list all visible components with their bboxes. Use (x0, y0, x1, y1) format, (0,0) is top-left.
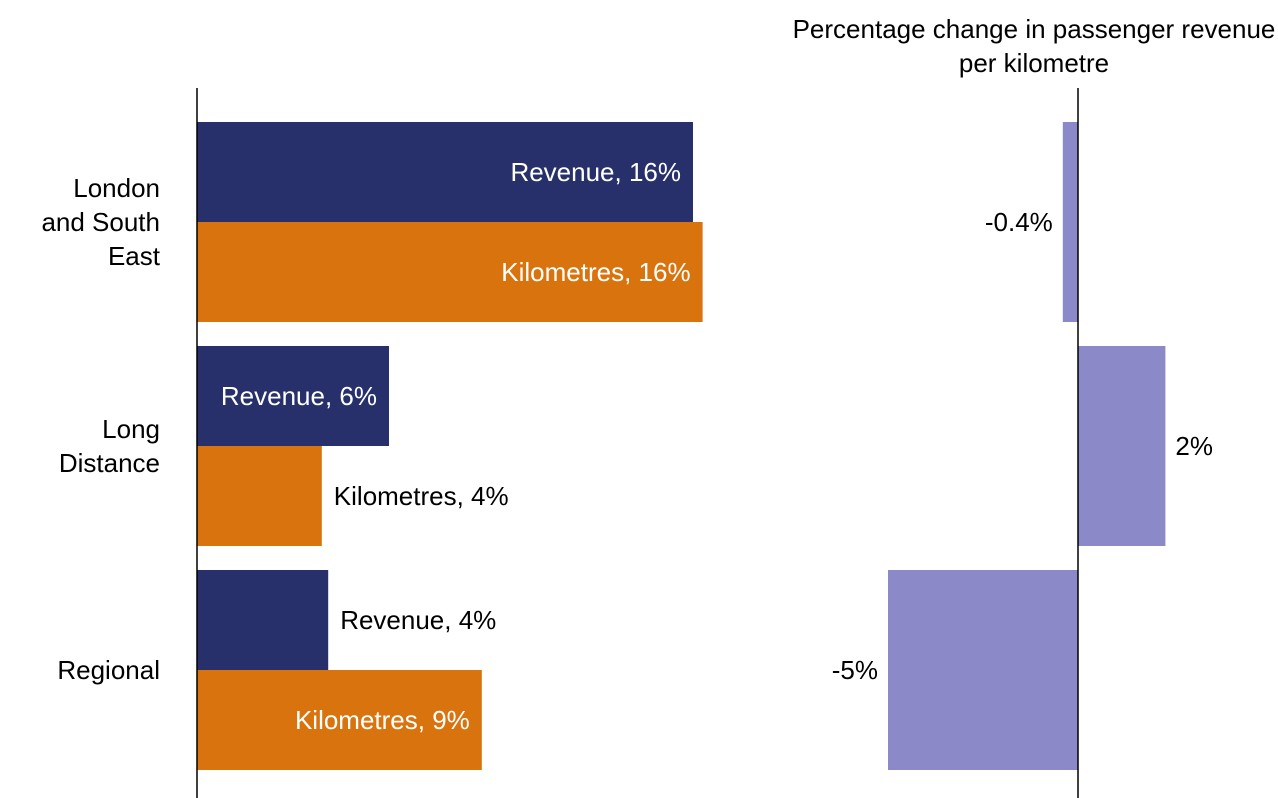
chart-title: Percentage change in passenger revenue p… (792, 14, 1276, 78)
value-label: Kilometres, 9% (295, 705, 470, 735)
value-label: 2% (1175, 431, 1213, 461)
bar (197, 346, 389, 446)
bar (1078, 346, 1166, 546)
value-label: -0.4% (985, 207, 1053, 237)
value-label: Revenue, 16% (510, 157, 681, 187)
category-label: London and South East (41, 173, 160, 271)
value-label: -5% (832, 655, 878, 685)
bar (197, 570, 329, 670)
value-label: Kilometres, 4% (334, 481, 509, 511)
bar (197, 670, 482, 770)
category-label: Regional (57, 655, 160, 685)
bar (888, 570, 1078, 770)
value-label: Kilometres, 16% (501, 257, 690, 287)
value-label: Revenue, 4% (340, 605, 496, 635)
bar (197, 122, 693, 222)
bar (1062, 122, 1078, 322)
bar (197, 446, 322, 546)
bar (197, 222, 703, 322)
category-label: Long Distance (58, 414, 160, 478)
value-label: Revenue, 6% (221, 381, 377, 411)
